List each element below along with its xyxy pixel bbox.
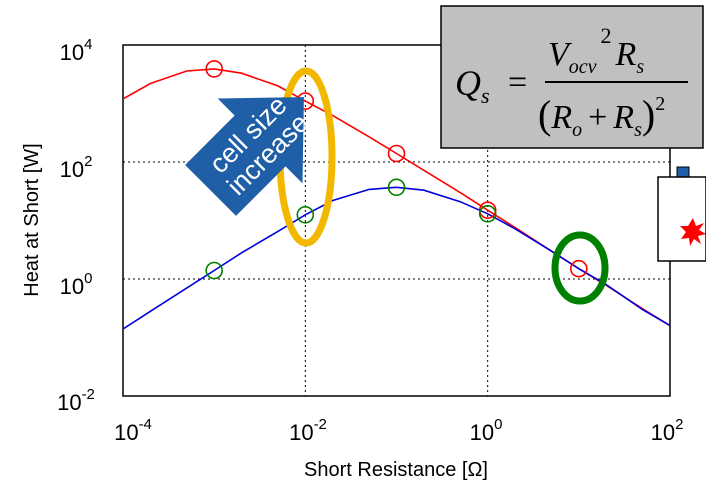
spark-icon — [680, 218, 706, 246]
x-tick-label-3: 102 — [651, 416, 684, 445]
large-resistance-highlight-ellipse — [551, 231, 609, 305]
x-axis-label: Short Resistance [Ω] — [304, 459, 488, 481]
series-group — [123, 60, 670, 330]
y-tick-label-1: 102 — [60, 153, 93, 182]
series-0-marker-2 — [387, 144, 406, 163]
eq-equals: = — [508, 64, 527, 101]
series-0-marker-4 — [569, 259, 588, 278]
series-1-marker-0 — [205, 261, 223, 280]
series-1-marker-2 — [387, 178, 406, 197]
series-1-line — [123, 186, 670, 330]
eq-lhs: Qs — [455, 63, 490, 108]
series-0-marker-0 — [205, 60, 223, 78]
y-tick-label-0: 104 — [60, 36, 93, 65]
x-tick-label-2: 100 — [470, 416, 503, 445]
battery-cell-icon — [657, 166, 706, 262]
y-tick-label-2: 100 — [60, 270, 93, 299]
cell-size-increase-arrow: cell size increase — [185, 90, 315, 216]
x-tick-label-0: 10-4 — [114, 416, 152, 445]
y-axis-label: Heat at Short [W] — [21, 143, 43, 296]
series-1-marker-3 — [478, 205, 497, 223]
eq-denominator: (Ro + Rs)2 — [538, 92, 665, 141]
heat-equation-box: Qs = Vocv2Rs (Ro + Rs)2 — [440, 5, 704, 149]
series-1-marker-1 — [296, 206, 315, 224]
x-tick-label-1: 10-2 — [289, 416, 327, 445]
y-tick-label-3: 10-2 — [57, 386, 95, 415]
